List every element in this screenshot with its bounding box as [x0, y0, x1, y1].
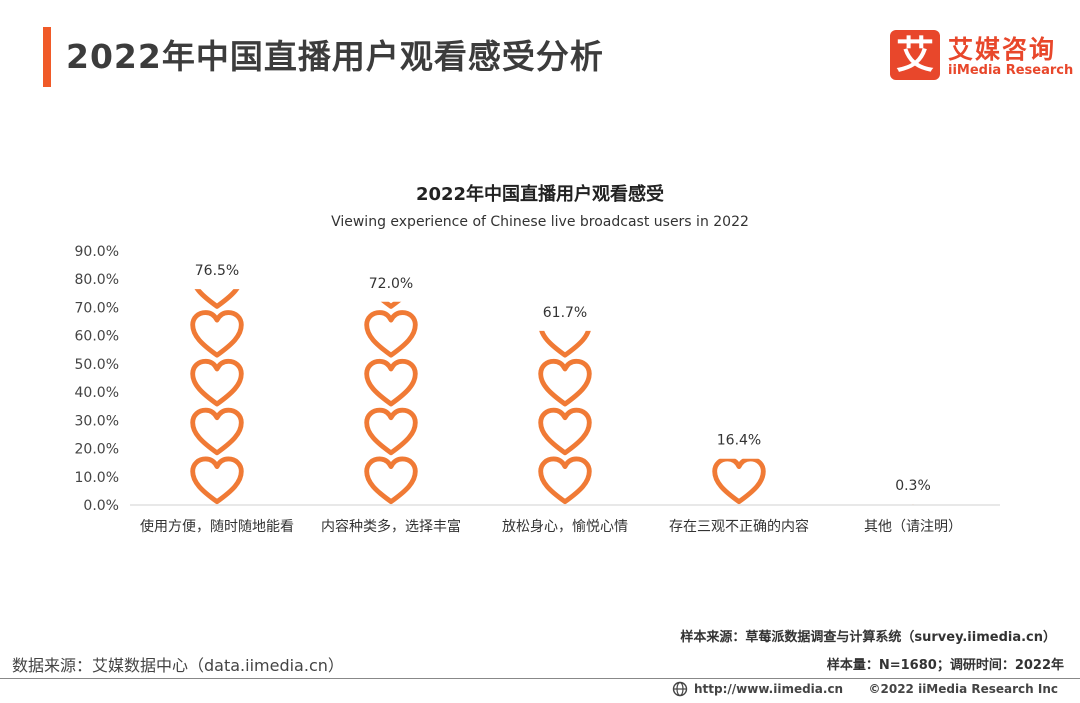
data-label: 76.5% — [195, 263, 239, 279]
page-title: 2022年中国直播用户观看感受分析 — [66, 37, 604, 76]
data-label: 61.7% — [543, 305, 587, 321]
footer-divider — [0, 678, 1080, 679]
sample-info: 样本量：N=1680；调研时间：2022年 — [826, 658, 1064, 673]
y-tick-label: 50.0% — [75, 357, 119, 373]
y-tick-label: 60.0% — [75, 329, 119, 345]
title-accent-bar — [43, 27, 51, 87]
data-label: 0.3% — [895, 478, 931, 494]
chart-title: 2022年中国直播用户观看感受 — [415, 184, 665, 205]
footer-url[interactable]: http://www.iimedia.cn — [694, 682, 844, 696]
data-source: 数据来源：艾媒数据中心（data.iimedia.cn） — [12, 656, 344, 675]
y-tick-label: 70.0% — [75, 300, 119, 316]
data-label: 16.4% — [717, 433, 761, 449]
footer-copyright: ©2022 iiMedia Research Inc — [868, 682, 1059, 696]
y-tick-label: 20.0% — [75, 442, 119, 458]
y-tick-label: 0.0% — [83, 498, 119, 514]
logo-mark: 艾 — [890, 30, 940, 80]
heart-bar — [541, 313, 590, 502]
category-label: 使用方便，随时随地能看 — [140, 518, 294, 535]
category-label: 存在三观不正确的内容 — [669, 518, 809, 535]
category-label: 放松身心，愉悦心情 — [502, 519, 628, 535]
heart-bar — [193, 264, 242, 502]
chart-subtitle: Viewing experience of Chinese live broad… — [331, 214, 749, 230]
category-label: 内容种类多，选择丰富 — [321, 518, 461, 535]
y-tick-label: 30.0% — [75, 413, 119, 429]
data-label: 72.0% — [369, 276, 413, 292]
y-tick-label: 90.0% — [75, 244, 119, 260]
iimedia-logo: 艾 艾媒咨询 iiMedia Research — [890, 30, 1074, 82]
heart-bar — [367, 264, 416, 502]
logo-name-en: iiMedia Research — [948, 63, 1074, 78]
category-label: 其他（请注明） — [864, 519, 962, 535]
globe-icon — [672, 681, 688, 697]
logo-name-cn: 艾媒咨询 — [948, 35, 1057, 64]
y-tick-label: 10.0% — [75, 470, 119, 486]
y-tick-label: 80.0% — [75, 272, 119, 288]
sample-source: 样本来源：草莓派数据调查与计算系统（survey.iimedia.cn） — [680, 630, 1056, 645]
y-tick-label: 40.0% — [75, 385, 119, 401]
heart-bar — [715, 459, 764, 502]
